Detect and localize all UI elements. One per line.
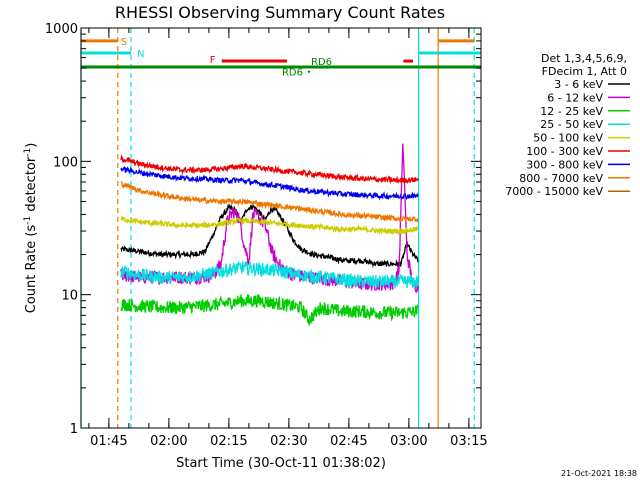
x-tick-label: 02:45 xyxy=(330,434,367,449)
series-line xyxy=(120,166,419,201)
y-tick-label: 10 xyxy=(61,289,78,304)
y-axis: 1 10 100 1000 xyxy=(45,22,481,437)
y-tick-label: 1 xyxy=(70,422,78,437)
legend-label: 25 - 50 keV xyxy=(540,118,603,131)
legend-label: 3 - 6 keV xyxy=(554,78,603,91)
legend-label: 300 - 800 keV xyxy=(526,158,603,171)
legend-label: 6 - 12 keV xyxy=(547,91,603,104)
plot-frame xyxy=(80,27,482,429)
status-bar-label: S xyxy=(121,37,127,48)
x-tick-label: 02:30 xyxy=(270,434,307,449)
series-line xyxy=(120,294,419,326)
series-line xyxy=(120,261,419,289)
y-axis-label-part: -1 xyxy=(23,148,33,157)
status-bar-label: N xyxy=(137,49,144,60)
legend-label: 12 - 25 keV xyxy=(540,105,603,118)
y-axis-label-part: ) xyxy=(24,143,39,148)
legend-header: FDecim 1, Att 0 xyxy=(542,65,627,78)
series-line xyxy=(120,153,419,185)
status-bar-label: F xyxy=(210,55,216,66)
status-marker-dot xyxy=(307,70,311,73)
y-axis-label-part: detector xyxy=(24,156,39,216)
legend-header: Det 1,3,4,5,6,9, xyxy=(541,52,627,65)
y-axis-label: Count Rate (s-1 detector-1) xyxy=(23,143,39,314)
x-tick-label: 01:45 xyxy=(90,434,127,449)
series-layer xyxy=(120,143,419,326)
y-axis-label-part: -1 xyxy=(23,216,33,225)
x-tick-label: 03:15 xyxy=(450,434,487,449)
y-axis-label-part: Count Rate (s xyxy=(24,225,39,314)
legend-label: 100 - 300 keV xyxy=(526,145,603,158)
footer-timestamp: 21-Oct-2021 18:38 xyxy=(561,469,637,478)
x-axis-label: Start Time (30-Oct-11 01:38:02) xyxy=(176,456,386,471)
x-axis: 01:45 02:00 02:15 02:30 02:45 03:00 03:15 xyxy=(88,28,488,449)
series-line xyxy=(120,216,419,236)
chart-title: RHESSI Observing Summary Count Rates xyxy=(115,3,445,22)
legend-label: 50 - 100 keV xyxy=(533,132,603,145)
legend: Det 1,3,4,5,6,9,FDecim 1, Att 03 - 6 keV… xyxy=(505,52,630,198)
status-bar-label: RD6 xyxy=(311,57,332,68)
y-tick-label: 1000 xyxy=(45,22,78,37)
series-line xyxy=(120,202,419,269)
x-tick-label: 03:00 xyxy=(390,434,427,449)
y-tick-label: 100 xyxy=(53,155,78,170)
x-tick-label: 02:00 xyxy=(150,434,187,449)
legend-label: 7000 - 15000 keV xyxy=(505,185,603,198)
status-bars-layer: SN F RD6 RD6 xyxy=(81,37,481,79)
x-tick-label: 02:15 xyxy=(210,434,247,449)
legend-label: 800 - 7000 keV xyxy=(519,172,603,185)
series-line xyxy=(120,181,419,224)
status-marker-label: RD6 xyxy=(282,68,303,79)
